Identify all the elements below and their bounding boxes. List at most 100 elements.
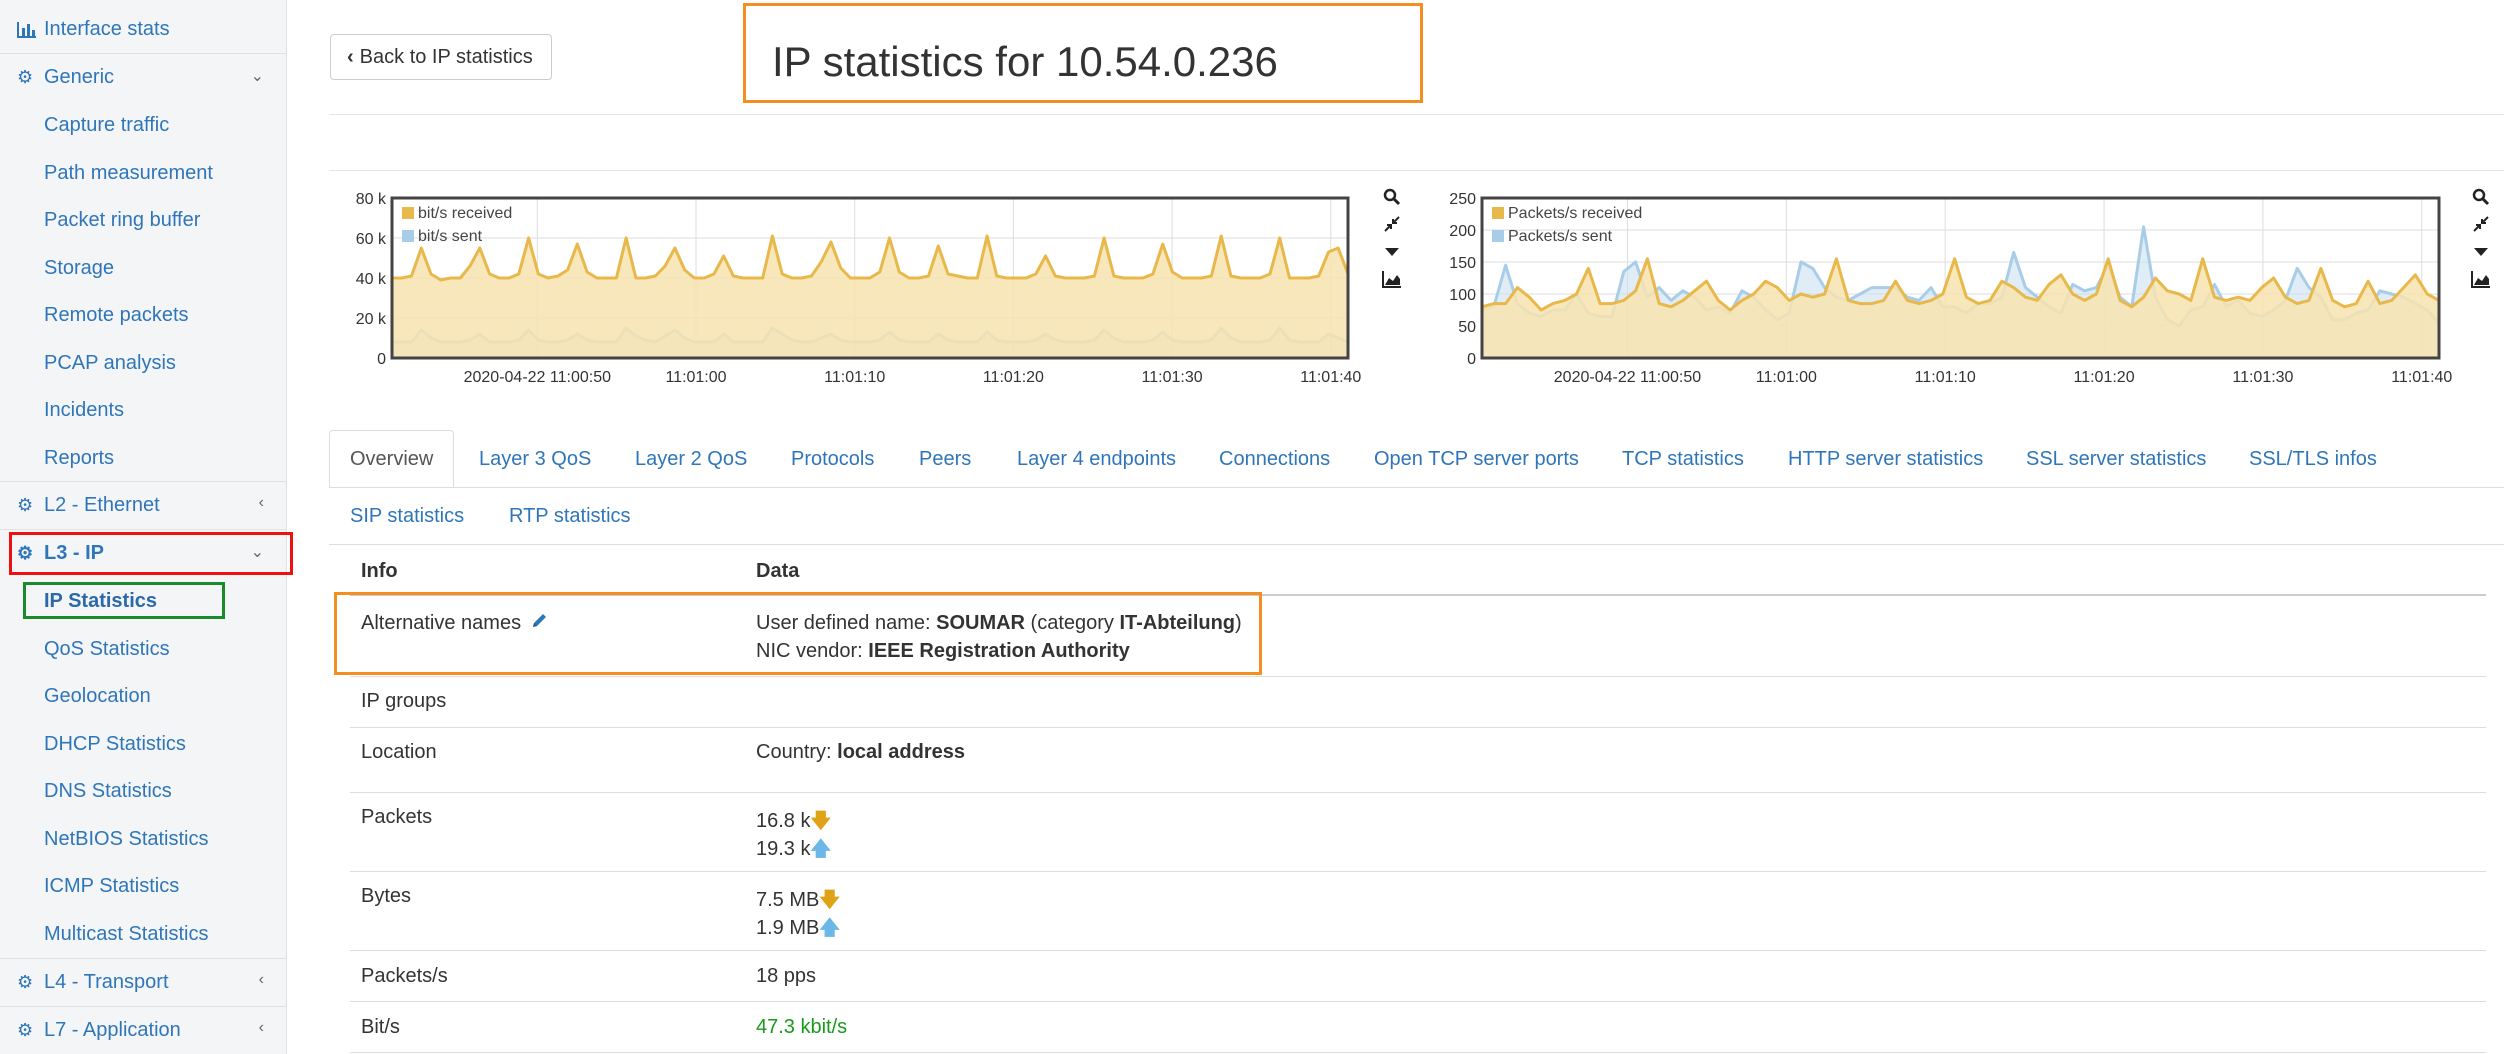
sidebar-item-geolocation[interactable]: Geolocation: [44, 685, 151, 707]
nic-vendor-prefix: NIC vendor:: [756, 640, 869, 662]
row-label-alternative-names: Alternative names: [361, 612, 548, 635]
series-area-received: [392, 236, 1348, 358]
y-tick-label: 60 k: [356, 231, 387, 248]
chevron-left-icon: ‹: [258, 971, 264, 988]
x-tick-label: 11:01:30: [1142, 369, 1203, 386]
tab-http-server-statistics[interactable]: HTTP server statistics: [1788, 448, 1984, 470]
table-row-divider: [350, 950, 2486, 951]
back-to-ip-statistics-button[interactable]: ‹ Back to IP statistics: [330, 34, 552, 80]
sidebar-label-l7: L7 - Application: [44, 1019, 181, 1041]
tab-connections[interactable]: Connections: [1219, 448, 1331, 470]
alternative-names-label: Alternative names: [361, 612, 522, 634]
table-row-divider: [350, 1001, 2486, 1002]
row-label-location: Location: [361, 741, 437, 763]
tab-rtp-statistics[interactable]: RTP statistics: [509, 505, 631, 527]
tab-overview[interactable]: Overview: [350, 448, 434, 470]
sidebar-item-reports[interactable]: Reports: [44, 447, 115, 469]
search-icon[interactable]: [2470, 186, 2492, 208]
bit-rate-chart: 0 20 k 40 k 60 k 80 k 2020-04-22 11:00:50 11:0…: [356, 191, 1362, 386]
y-tick-label: 20 k: [356, 311, 387, 328]
sidebar-divider: [0, 1006, 286, 1007]
y-tick-label: 0: [377, 351, 386, 368]
sidebar-label-l2: L2 - Ethernet: [44, 494, 160, 516]
sidebar-item-dns-statistics[interactable]: DNS Statistics: [44, 780, 172, 802]
sidebar-section-interface-stats[interactable]: Interface stats: [0, 6, 286, 53]
sidebar-section-l2-ethernet[interactable]: ⚙ L2 - Ethernet ‹: [0, 482, 286, 529]
legend-swatch: [1492, 207, 1504, 219]
sidebar-divider: [0, 529, 286, 530]
nic-vendor-name: IEEE Registration Authority: [868, 640, 1130, 662]
chevron-down-icon: ⌄: [250, 544, 264, 561]
sidebar: Interface stats ⚙ Generic ⌄ Capture traf…: [0, 0, 287, 1054]
gear-icon: ⚙: [17, 543, 34, 563]
category-name: IT-Abteilung: [1119, 612, 1236, 634]
back-button-label: Back to IP statistics: [359, 45, 533, 68]
tab-layer-4-endpoints[interactable]: Layer 4 endpoints: [1017, 448, 1177, 470]
sidebar-item-icmp-statistics[interactable]: ICMP Statistics: [44, 875, 180, 897]
sidebar-section-l4-transport[interactable]: ⚙ L4 - Transport ‹: [0, 959, 286, 1006]
legend-label: bit/s received: [418, 205, 512, 222]
sidebar-section-l7-application[interactable]: ⚙ L7 - Application ‹: [0, 1007, 286, 1054]
bytes-received: 7.5 MB🡇: [756, 885, 840, 919]
sidebar-section-l3-ip[interactable]: ⚙ L3 - IP ⌄: [0, 530, 286, 577]
pencil-icon[interactable]: [531, 612, 548, 635]
chevron-down-icon: ⌄: [250, 68, 264, 85]
sidebar-item-ip-statistics[interactable]: IP Statistics: [44, 590, 158, 612]
gear-icon: ⚙: [17, 1020, 34, 1040]
packets-received: 16.8 k🡇: [756, 806, 831, 840]
row-label-ip-groups: IP groups: [361, 690, 447, 712]
user-defined-name: SOUMAR: [936, 612, 1025, 634]
row-label-bytes: Bytes: [361, 885, 412, 907]
sidebar-item-incidents[interactable]: Incidents: [44, 399, 125, 421]
chevron-left-icon: ‹: [258, 494, 264, 511]
tab-sip-statistics[interactable]: SIP statistics: [350, 505, 465, 527]
chevron-left-icon: ‹: [347, 45, 354, 68]
tab-layer-2-qos[interactable]: Layer 2 QoS: [635, 448, 748, 470]
gear-icon: ⚙: [17, 972, 34, 992]
compress-icon[interactable]: [1381, 213, 1403, 235]
tab-ssl-server-statistics[interactable]: SSL server statistics: [2026, 448, 2207, 470]
y-tick-label: 40 k: [356, 271, 387, 288]
y-tick-label: 100: [1449, 287, 1476, 304]
tab-tcp-statistics[interactable]: TCP statistics: [1622, 448, 1744, 470]
area-chart-icon[interactable]: [2470, 268, 2492, 290]
packet-rate-chart: 0 50 100 150 200 250 2020-04-22 11:00:50 11:01:…: [1449, 191, 2452, 386]
tab-open-tcp-server-ports[interactable]: Open TCP server ports: [1374, 448, 1579, 470]
caret-down-icon[interactable]: [2470, 241, 2492, 263]
sidebar-item-path-measurement[interactable]: Path measurement: [44, 162, 213, 184]
row-label-packets: Packets: [361, 806, 433, 828]
x-tick-label: 11:01:20: [983, 369, 1044, 386]
x-tick-label: 11:01:30: [2232, 369, 2293, 386]
y-tick-label: 250: [1449, 191, 1476, 208]
table-row-divider: [350, 676, 2486, 677]
tab-protocols[interactable]: Protocols: [791, 448, 875, 470]
category-suffix: ): [1235, 612, 1242, 634]
sidebar-item-storage[interactable]: Storage: [44, 257, 115, 279]
tab-ssl-tls-infos[interactable]: SSL/TLS infos: [2249, 448, 2377, 470]
legend-swatch: [402, 207, 414, 219]
sidebar-item-multicast-statistics[interactable]: Multicast Statistics: [44, 923, 209, 945]
sidebar-item-remote-packets[interactable]: Remote packets: [44, 304, 189, 326]
area-chart-icon[interactable]: [1381, 268, 1403, 290]
series-line-received: [1481, 257, 2440, 312]
search-icon[interactable]: [1381, 186, 1403, 208]
sidebar-item-packet-ring-buffer[interactable]: Packet ring buffer: [44, 209, 201, 231]
chevron-left-icon: ‹: [258, 1019, 264, 1036]
tab-peers[interactable]: Peers: [919, 448, 972, 470]
compress-icon[interactable]: [2470, 213, 2492, 235]
tab-layer-3-qos[interactable]: Layer 3 QoS: [479, 448, 592, 470]
sidebar-item-qos-statistics[interactable]: QoS Statistics: [44, 638, 170, 660]
sidebar-section-generic[interactable]: ⚙ Generic ⌄: [0, 54, 286, 101]
sidebar-item-pcap-analysis[interactable]: PCAP analysis: [44, 352, 176, 374]
caret-down-icon[interactable]: [1381, 241, 1403, 263]
table-row-divider: [350, 871, 2486, 872]
bytes-received-value: 7.5 MB: [756, 889, 820, 911]
sidebar-item-dhcp-statistics[interactable]: DHCP Statistics: [44, 733, 186, 755]
location-value: Country: local address: [756, 741, 965, 764]
sidebar-item-netbios-statistics[interactable]: NetBIOS Statistics: [44, 828, 209, 850]
sidebar-label-interface-stats: Interface stats: [44, 18, 170, 40]
arrow-down-icon: 🡇: [819, 889, 840, 911]
sidebar-item-capture-traffic[interactable]: Capture traffic: [44, 114, 170, 136]
y-tick-label: 200: [1449, 223, 1476, 240]
bytes-sent-value: 1.9 MB: [756, 917, 820, 939]
